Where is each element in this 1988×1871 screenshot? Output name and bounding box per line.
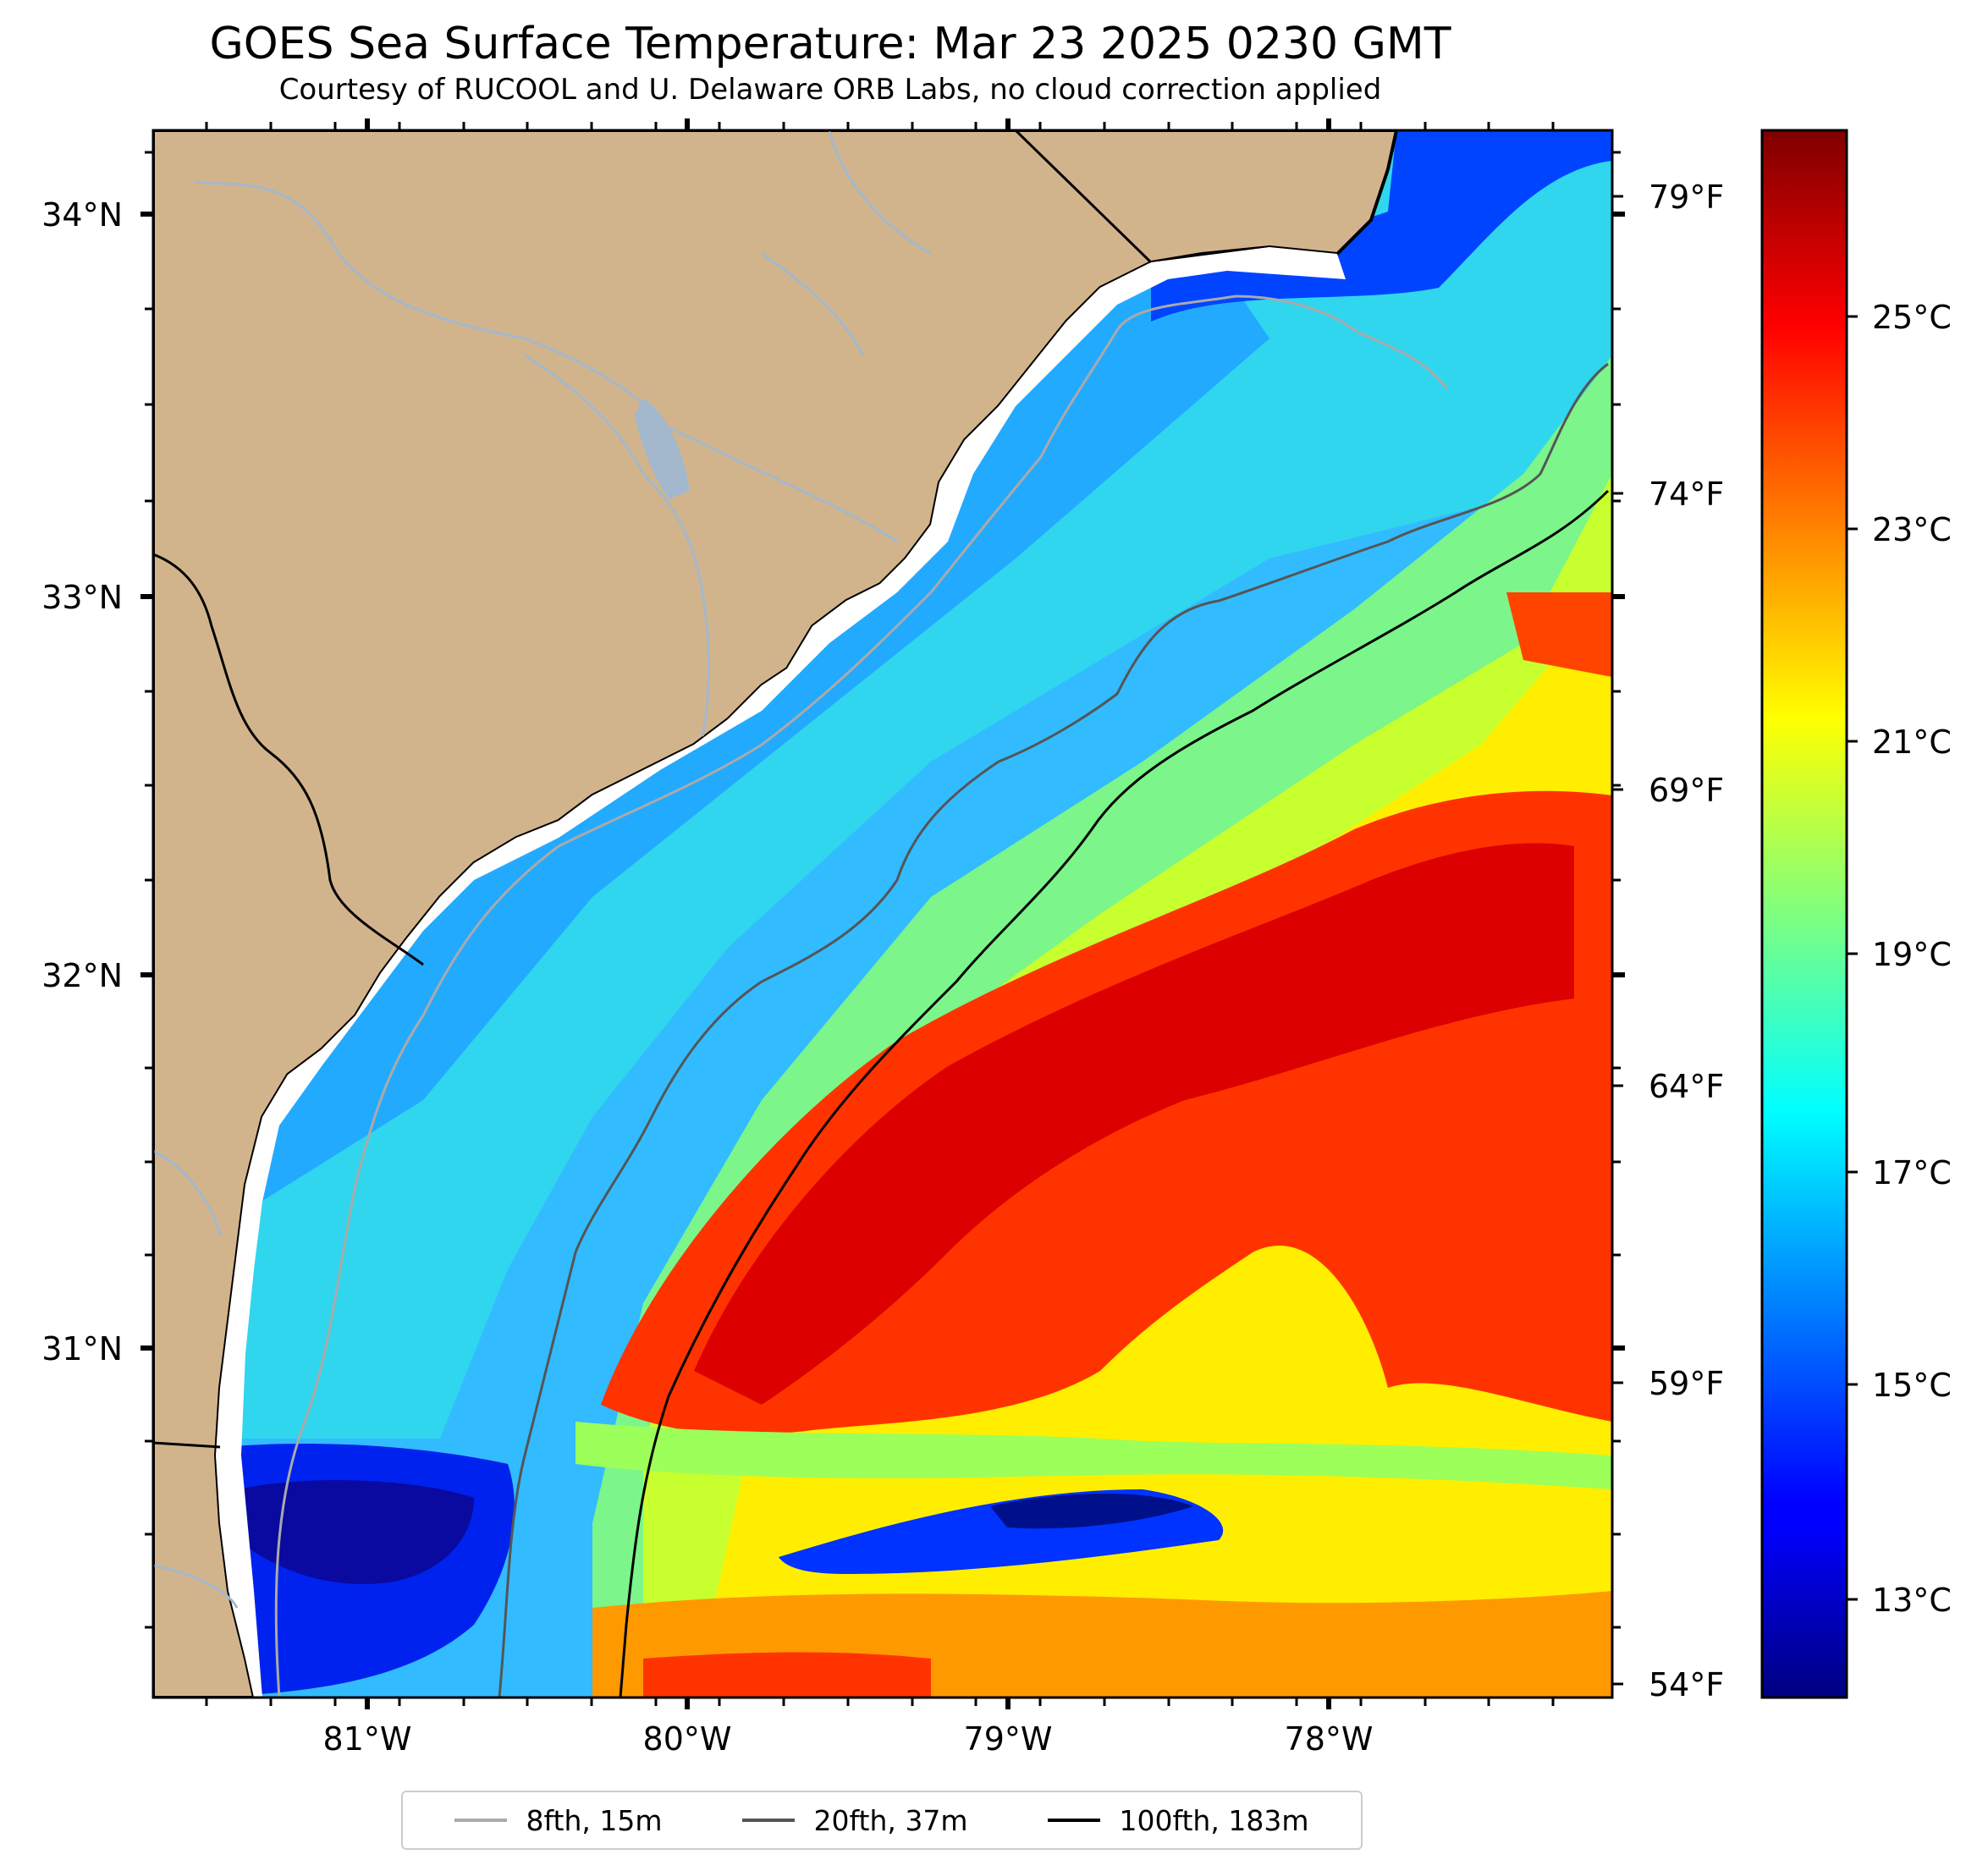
- lon-major-ticks: [365, 118, 1331, 1709]
- f-label-54: 54°F: [1649, 1666, 1724, 1703]
- legend-label: 8fth, 15m: [526, 1803, 663, 1837]
- legend-line-icon: [742, 1819, 796, 1822]
- legend-line-icon: [1048, 1819, 1101, 1822]
- legend-item-20fth: 20fth, 37m: [742, 1804, 967, 1837]
- colorbar: [1760, 129, 1848, 1699]
- lon-minor-ticks: [205, 122, 1555, 1706]
- lon-label-78: 78°W: [1285, 1720, 1374, 1758]
- colorbar-ticks: [1847, 315, 1858, 1601]
- f-label-79: 79°F: [1649, 179, 1724, 216]
- lon-label-79: 79°W: [964, 1720, 1053, 1758]
- cbar-label-13: 13°C: [1872, 1582, 1952, 1619]
- lat-label-34: 34°N: [41, 196, 123, 234]
- f-label-69: 69°F: [1649, 772, 1724, 809]
- cbar-label-23: 23°C: [1872, 511, 1952, 548]
- lat-label-32: 32°N: [41, 957, 123, 994]
- legend-label: 20fth, 37m: [813, 1803, 968, 1837]
- lat-major-ticks: [140, 212, 1625, 1351]
- f-label-64: 64°F: [1649, 1068, 1724, 1105]
- legend-label: 100fth, 183m: [1119, 1803, 1309, 1837]
- map-title: GOES Sea Surface Temperature: Mar 23 202…: [209, 19, 1451, 69]
- cbar-label-17: 17°C: [1872, 1154, 1952, 1191]
- contour-100fth: [619, 489, 1610, 1698]
- cbar-label-19: 19°C: [1872, 936, 1952, 973]
- lat-label-31: 31°N: [41, 1330, 123, 1367]
- rivers: [153, 130, 932, 1609]
- f-label-59: 59°F: [1649, 1365, 1724, 1402]
- legend-item-8fth: 8fth, 15m: [454, 1803, 663, 1837]
- cbar-label-21: 21°C: [1872, 724, 1952, 761]
- sst-field: [153, 130, 1612, 1698]
- cbar-label-15: 15°C: [1872, 1367, 1952, 1404]
- contour-8fth: [274, 294, 1449, 1698]
- state-borders: [153, 130, 1153, 1449]
- lon-label-80: 80°W: [643, 1720, 732, 1758]
- bathymetry-contours: [274, 294, 1610, 1698]
- legend-item-100fth: 100fth, 183m: [1048, 1804, 1308, 1837]
- contour-20fth: [498, 362, 1609, 1698]
- contour-legend: 8fth, 15m 20fth, 37m 100fth, 183m: [401, 1791, 1363, 1850]
- fahrenheit-ticks: [1612, 195, 1623, 1686]
- lon-label-81: 81°W: [323, 1720, 412, 1758]
- cbar-label-25: 25°C: [1872, 299, 1952, 336]
- f-label-74: 74°F: [1649, 476, 1724, 513]
- map-frame: [151, 129, 1614, 1699]
- map-subtitle: Courtesy of RUCOOL and U. Delaware ORB L…: [278, 73, 1382, 107]
- legend-line-icon: [454, 1819, 508, 1822]
- lat-minor-ticks: [145, 151, 1621, 1629]
- lat-label-33: 33°N: [41, 579, 123, 616]
